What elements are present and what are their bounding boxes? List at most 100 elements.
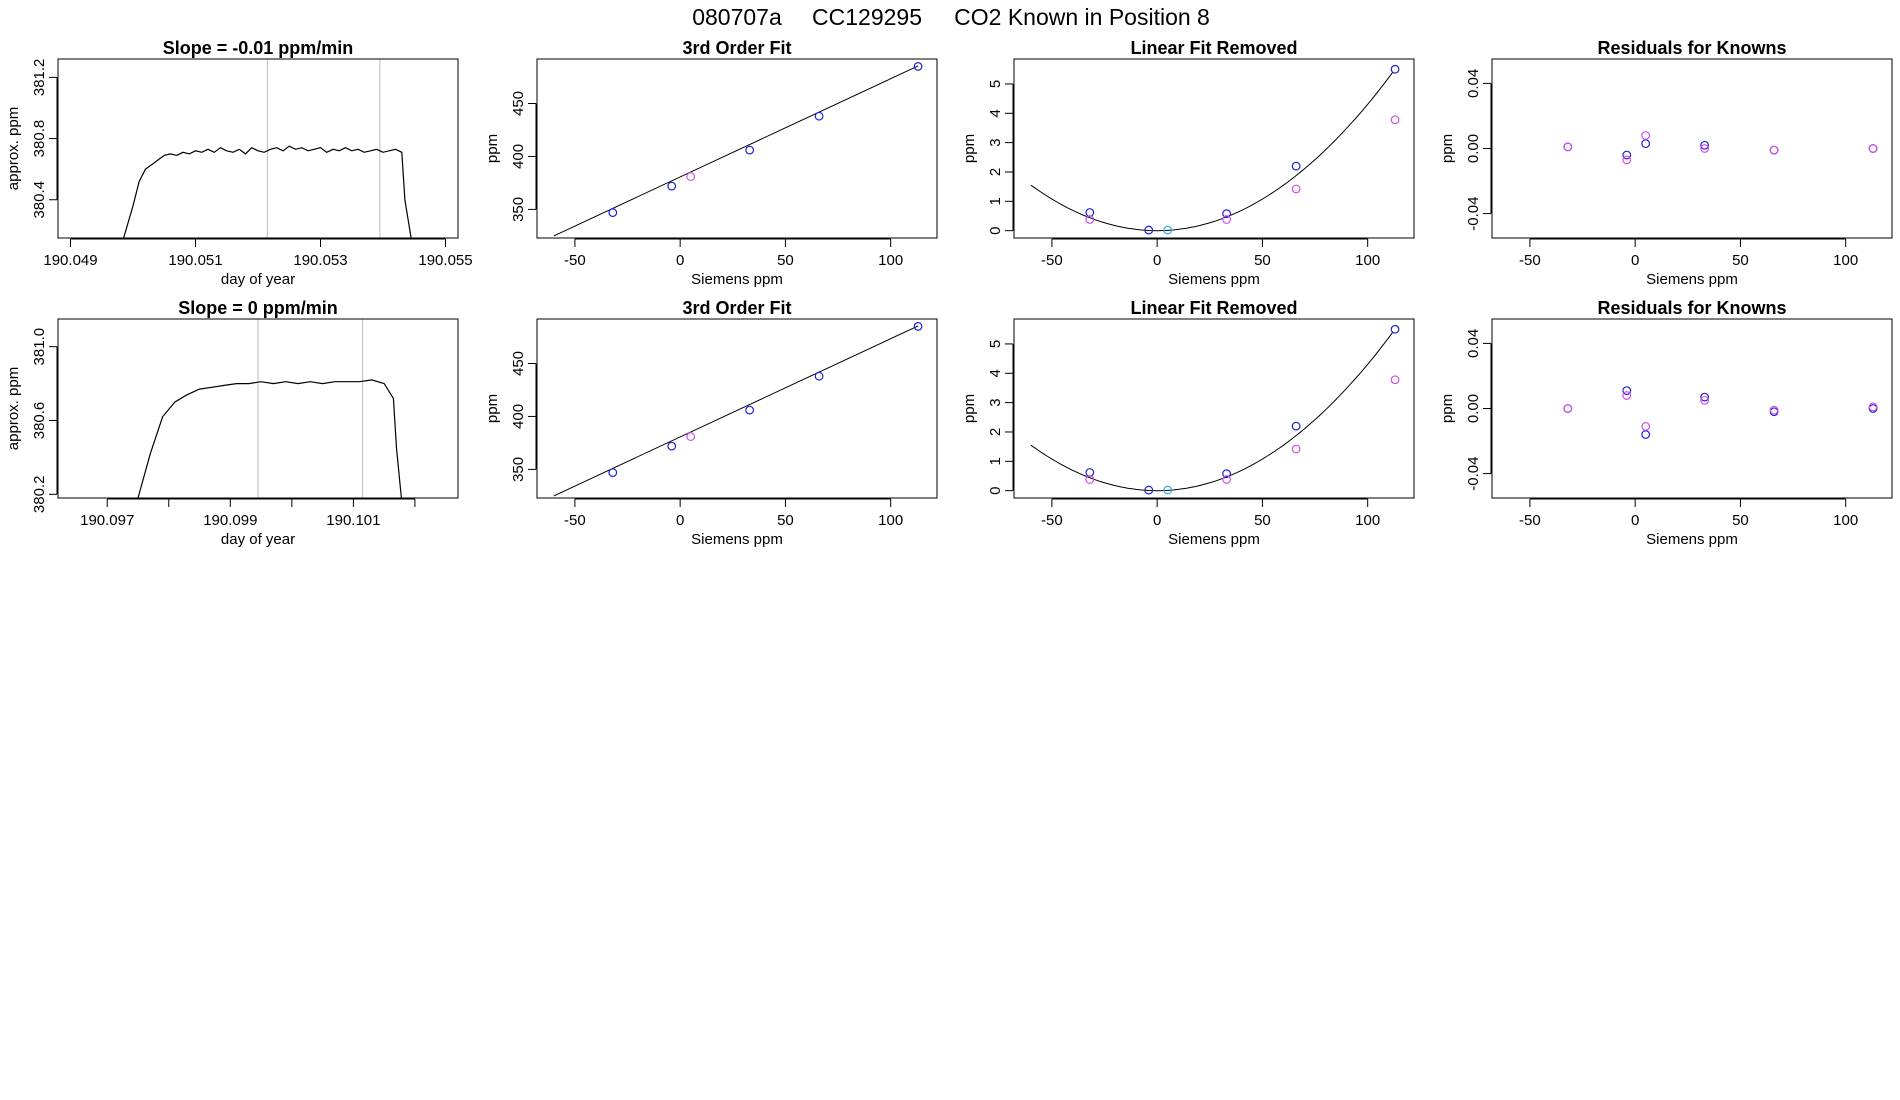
data-point-magenta <box>1700 144 1710 153</box>
fit-line <box>553 325 919 497</box>
x-tick-label: 50 <box>1254 512 1271 529</box>
data-point-magenta <box>1641 131 1651 140</box>
y-axis-label: ppm <box>961 394 978 423</box>
plot-area <box>1563 386 1878 439</box>
x-tick-label: 100 <box>878 512 903 529</box>
y-axis-label: ppm <box>961 134 978 163</box>
plot-frame <box>536 58 938 239</box>
x-tick-label: 50 <box>1732 252 1749 269</box>
panel-2: 3rd Order Fit -50 0 50 100 350 400 450 Siemens p… <box>484 38 938 288</box>
data-point-blue <box>745 405 755 415</box>
panel-title: 3rd Order Fit <box>682 38 791 58</box>
plot-area <box>123 59 412 238</box>
data-point-blue <box>1641 430 1651 439</box>
data-point-blue <box>1291 161 1301 171</box>
x-tick-label: 0 <box>676 512 684 529</box>
data-point-blue <box>608 468 618 477</box>
data-point-blue <box>608 208 618 217</box>
plot-area <box>1563 131 1878 165</box>
plot-frame <box>57 318 459 499</box>
data-point-blue <box>814 371 824 381</box>
x-tick-label: -50 <box>1041 512 1063 529</box>
panel-title: Slope = 0 ppm/min <box>178 298 338 318</box>
main-title-part-1: 080707a <box>692 4 782 30</box>
data-point-blue <box>1222 469 1232 479</box>
panel-title: 3rd Order Fit <box>682 298 791 318</box>
panel-title: Slope = -0.01 ppm/min <box>163 38 354 58</box>
data-point-cyan <box>1163 225 1173 235</box>
x-tick-label: 190.051 <box>168 252 222 269</box>
x-tick-label: 50 <box>1732 512 1749 529</box>
x-axis-label: Siemens ppm <box>1646 531 1738 548</box>
panels: Slope = -0.01 ppm/min 190.049 190.051 190.0… <box>5 38 1893 548</box>
data-point-magenta <box>1563 142 1573 152</box>
y-tick-label: 2 <box>987 168 1004 176</box>
y-tick-label: 5 <box>987 340 1004 348</box>
data-point-blue <box>1222 209 1232 219</box>
panel-title: Linear Fit Removed <box>1130 298 1297 318</box>
data-point-magenta <box>1622 155 1632 165</box>
panel-title: Residuals for Knowns <box>1597 38 1786 58</box>
y-tick-label: 381.0 <box>31 328 48 366</box>
x-tick-label: 0 <box>676 252 684 269</box>
y-tick-label: -0.04 <box>1465 196 1482 230</box>
x-tick-label: 190.055 <box>418 252 472 269</box>
data-point-magenta <box>1622 391 1632 400</box>
y-tick-label: 1 <box>987 197 1004 205</box>
data-point-blue <box>913 62 923 71</box>
fit-curve <box>1030 71 1394 232</box>
panel-8: Residuals for Knowns -50 0 50 100 -0.04 0.00 0.… <box>1439 298 1893 548</box>
y-tick-label: -0.04 <box>1465 456 1482 490</box>
y-tick-label: 380.8 <box>31 120 48 158</box>
x-tick-label: 190.097 <box>80 512 134 529</box>
data-point-magenta <box>1390 115 1400 125</box>
x-tick-label: -50 <box>1519 512 1541 529</box>
plot-frame <box>1491 58 1893 239</box>
y-tick-label: 350 <box>510 457 527 482</box>
y-axis-label: ppm <box>484 134 501 163</box>
data-point-blue <box>913 322 923 331</box>
panel-7: Linear Fit Removed -50 0 50 100 0 1 2 3 4 5 Siemens… <box>961 298 1415 548</box>
x-tick-label: 0 <box>1153 252 1161 269</box>
main-title-part-3: CO2 Known in Position 8 <box>954 4 1210 30</box>
data-point-magenta <box>1769 145 1779 155</box>
y-tick-label: 4 <box>987 369 1004 377</box>
data-point-blue <box>1641 139 1651 149</box>
data-point-cyan <box>1163 485 1173 495</box>
plot-area <box>137 319 402 498</box>
panel-1: Slope = -0.01 ppm/min 190.049 190.051 190.0… <box>5 38 473 288</box>
y-tick-label: 380.4 <box>31 181 48 219</box>
data-point-magenta <box>1291 444 1301 454</box>
data-point-blue <box>1390 64 1400 74</box>
plot-frame <box>536 318 938 499</box>
data-point-blue <box>1144 225 1154 235</box>
panel-title: Linear Fit Removed <box>1130 38 1297 58</box>
trace-line <box>123 145 412 238</box>
y-tick-label: 2 <box>987 428 1004 436</box>
data-point-magenta <box>686 432 696 441</box>
plot-area <box>1030 324 1400 495</box>
data-point-magenta <box>1641 422 1651 431</box>
x-tick-label: 190.053 <box>293 252 347 269</box>
y-axis-label: ppm <box>1439 134 1456 163</box>
x-tick-label: -50 <box>1519 252 1541 269</box>
x-axis-label: Siemens ppm <box>1168 271 1260 288</box>
plot-frame <box>57 58 459 239</box>
y-axis-label: ppm <box>484 394 501 423</box>
data-point-magenta <box>1291 184 1301 194</box>
x-tick-label: 50 <box>1254 252 1271 269</box>
x-tick-label: 100 <box>878 252 903 269</box>
data-point-blue <box>1622 150 1632 160</box>
x-tick-label: 100 <box>1833 252 1858 269</box>
x-tick-label: 190.101 <box>326 512 380 529</box>
data-point-magenta <box>1868 402 1878 412</box>
y-tick-label: 3 <box>987 398 1004 406</box>
x-axis-label: day of year <box>221 271 295 288</box>
x-tick-label: 100 <box>1833 512 1858 529</box>
plot-frame <box>1013 58 1415 239</box>
trace-line <box>137 379 402 498</box>
y-axis-label: approx. ppm <box>5 367 22 450</box>
y-tick-label: 0 <box>987 226 1004 234</box>
plot-frame <box>1491 318 1893 499</box>
